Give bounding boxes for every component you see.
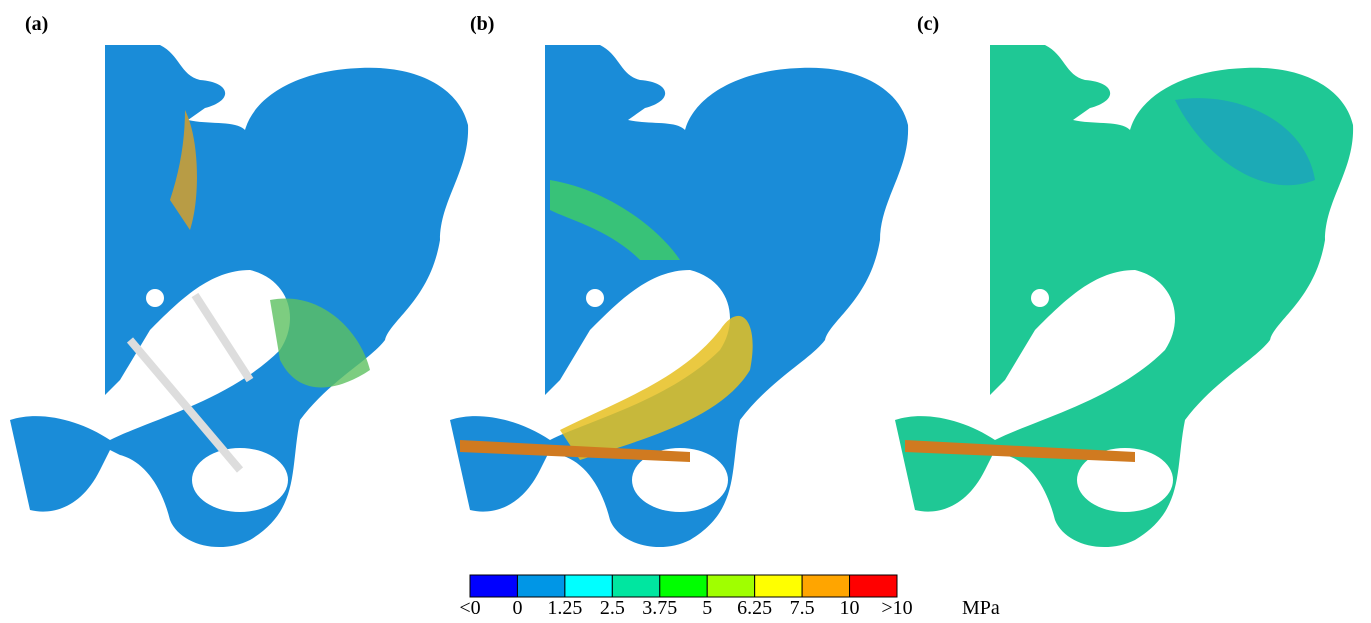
colorbar-label: 10 [840,597,860,619]
pelvis-image [10,45,468,547]
colorbar-label: 0 [512,597,522,619]
figure: (a) (b) (c) <001.252.53.7556.257.510>10 … [0,0,1371,623]
colorbar-segment [755,575,802,597]
panel-a: (a) [10,13,468,547]
colorbar-segment [612,575,659,597]
colorbar-label: 5 [702,597,712,619]
colorbar-label: 3.75 [642,597,677,619]
colorbar-segment [470,575,517,597]
colorbar-label: 7.5 [790,597,815,619]
colorbar-segment [565,575,612,597]
pelvis-image [895,45,1353,547]
panel-label: (a) [25,13,48,35]
panel-b: (b) [450,13,908,547]
colorbar-unit: MPa [962,597,1000,619]
panel-label: (b) [470,13,494,35]
panel-label: (c) [917,13,939,35]
screw [195,295,250,380]
colorbar-segment [517,575,564,597]
colorbar-segment [850,575,897,597]
pelvis-image [450,45,908,547]
colorbar-segment [660,575,707,597]
colorbar-segment [802,575,849,597]
colorbar-label: >10 [881,597,912,619]
colorbar-label: 2.5 [600,597,625,619]
colorbar-segment [707,575,754,597]
panel-c: (c) [895,13,1353,547]
colorbar-label: 6.25 [737,597,772,619]
colorbar: <0 0 1.25 2.5 3.75 5 6.25 7.5 10 >10 [459,575,912,619]
colorbar-label: 1.25 [547,597,582,619]
colorbar-label: <0 [459,597,480,619]
